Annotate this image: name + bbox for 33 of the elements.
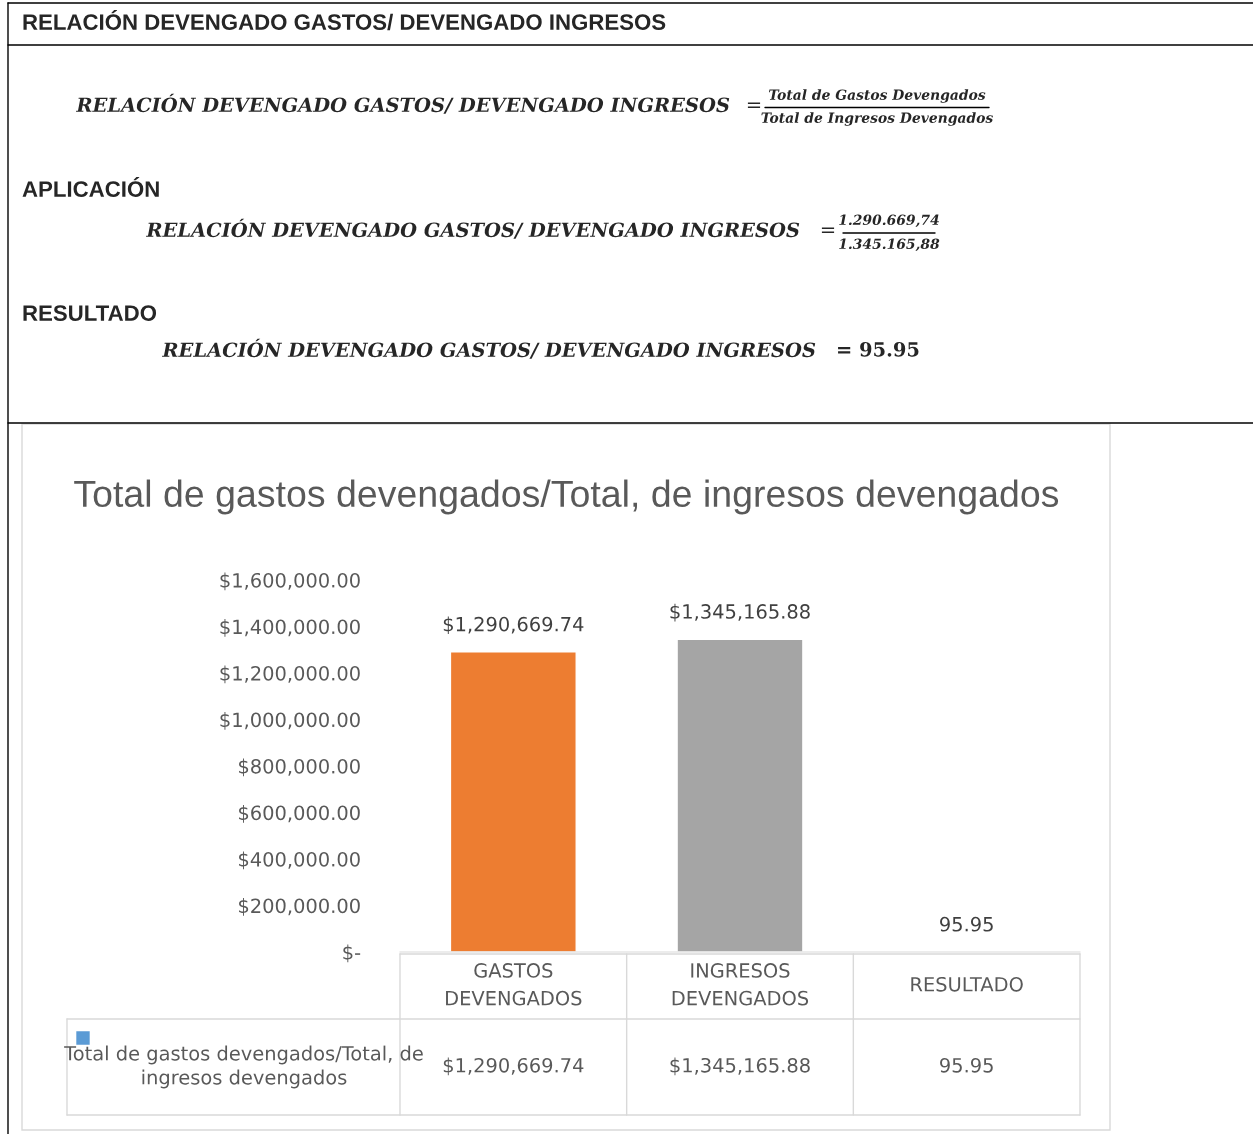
data-label: $1,290,669.74: [443, 1057, 584, 1076]
text: =: [747, 102, 761, 108]
y-tick-label: $200,000.00: [239, 898, 360, 916]
text: =: [821, 227, 835, 233]
text: RELACIÓN DEVENGADO GASTOS/ DEVENGADO INGRESOS: [145, 218, 800, 239]
data-label: $1,345,165.88: [670, 1057, 810, 1076]
text: = 95.95: [838, 341, 919, 357]
text: RESULTADO: [23, 305, 157, 321]
y-tick-label: $1,200,000.00: [220, 665, 360, 684]
x-tick-label: INGRESOS DEVENGADOS: [672, 963, 809, 1006]
text: Total de Ingresos Devengados: [761, 112, 993, 126]
text: 1.345.165,88: [839, 238, 940, 252]
text: RELACIÓN DEVENGADO GASTOS/ DEVENGADO INGRESOS: [75, 93, 730, 114]
y-tick-label: $-: [343, 944, 361, 963]
text: 1.290.669,74: [839, 214, 939, 228]
y-tick-label: $1,400,000.00: [220, 619, 360, 637]
y-tick-label: $800,000.00: [239, 758, 360, 777]
data-label: 95.95: [940, 1057, 993, 1073]
text: Total de Gastos Devengados: [768, 89, 986, 103]
y-tick-label: $600,000.00: [239, 805, 360, 823]
text: APLICACIÓN: [22, 177, 159, 197]
chart-title: Total de gastos devengados/Total, de ingresos devengados: [74, 479, 1059, 515]
legend-label: Total de gastos devengados/Total, de ingresos devengados: [64, 1045, 423, 1089]
text: RELACIÓN DEVENGADO GASTOS/ DEVENGADO INGRESOS: [161, 338, 816, 359]
x-tick-label: RESULTADO: [911, 976, 1023, 992]
y-tick-label: $1,600,000.00: [220, 572, 360, 591]
text: $1,345,165.88: [670, 603, 810, 622]
x-tick-label: GASTOS DEVENGADOS: [446, 963, 582, 1006]
text: RELACIÓN DEVENGADO GASTOS/ DEVENGADO INGRESOS: [23, 10, 666, 31]
text: $1,290,669.74: [443, 616, 584, 635]
text: 95.95: [940, 916, 993, 932]
y-tick-label: $1,000,000.00: [220, 712, 360, 730]
y-tick-label: $400,000.00: [239, 851, 360, 870]
